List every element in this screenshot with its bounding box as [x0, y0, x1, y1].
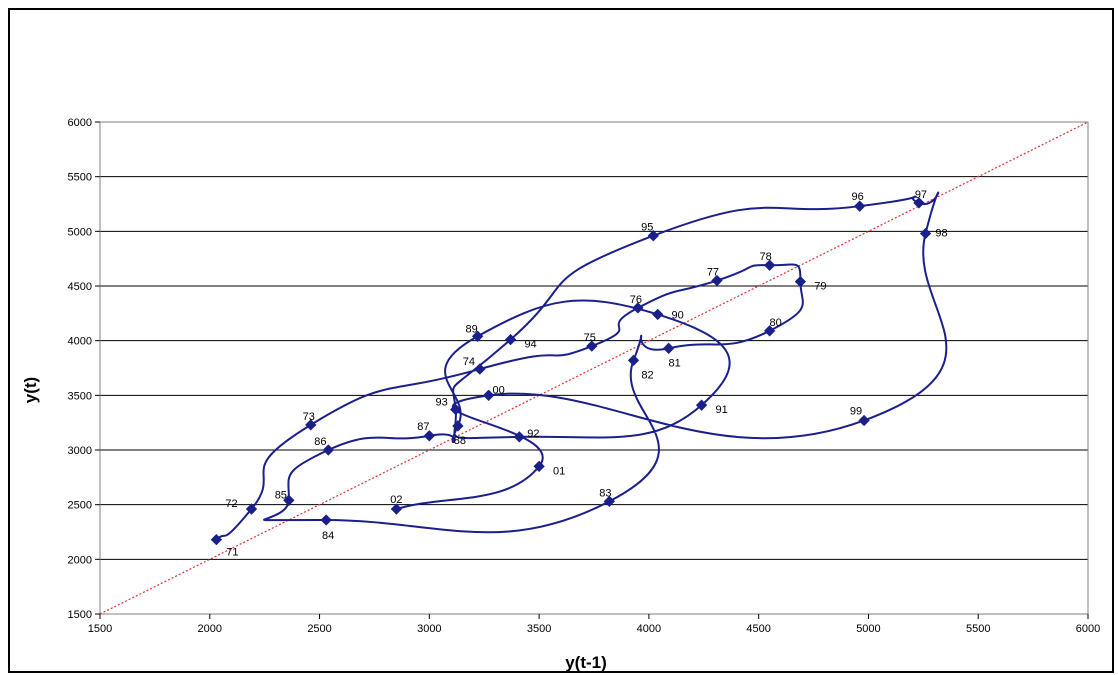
plot-area — [99, 121, 1089, 615]
data-label: 94 — [524, 339, 536, 351]
data-label: 00 — [492, 384, 504, 396]
data-point — [482, 389, 495, 401]
data-label: 79 — [814, 281, 826, 293]
data-point — [450, 403, 462, 416]
y-tick-label: 2000 — [68, 554, 92, 566]
data-point — [474, 363, 486, 375]
data-point — [320, 514, 332, 526]
y-tick-label: 4500 — [68, 281, 92, 293]
data-point — [423, 430, 435, 442]
data-label: 02 — [390, 494, 402, 506]
data-label: 87 — [417, 421, 429, 433]
data-label: 96 — [852, 191, 864, 203]
data-point — [452, 420, 464, 432]
data-label: 74 — [463, 356, 475, 368]
data-label: 01 — [553, 465, 565, 477]
data-point — [603, 495, 616, 508]
x-tick-label: 1500 — [88, 623, 112, 635]
data-label: 84 — [322, 530, 334, 542]
data-label: 82 — [641, 369, 653, 381]
data-point — [763, 259, 776, 271]
data-point — [471, 330, 484, 342]
x-tick-label: 3500 — [527, 623, 551, 635]
data-point — [283, 494, 295, 506]
y-tick-label: 6000 — [68, 117, 92, 129]
data-point — [763, 325, 776, 337]
y-axis-title: y(t) — [21, 377, 40, 403]
data-point — [390, 503, 403, 515]
series-line — [215, 191, 948, 541]
data-label: 72 — [225, 498, 237, 510]
data-label: 73 — [303, 411, 315, 423]
x-tick-label: 6000 — [1076, 623, 1100, 635]
x-tick-label: 4500 — [746, 623, 770, 635]
data-label: 91 — [715, 404, 727, 416]
data-point — [858, 414, 870, 427]
data-point — [504, 333, 517, 346]
data-label: 77 — [707, 267, 719, 279]
data-point — [711, 274, 723, 287]
data-label: 95 — [641, 222, 653, 234]
data-point — [913, 197, 925, 209]
data-label: 92 — [527, 428, 539, 440]
x-tick-label: 4000 — [637, 623, 661, 635]
data-point — [662, 342, 675, 354]
data-label: 88 — [454, 435, 466, 447]
data-point — [695, 399, 708, 411]
data-point — [919, 227, 932, 240]
x-tick-label: 2000 — [198, 623, 222, 635]
y-tick-label: 3500 — [68, 390, 92, 402]
data-label: 75 — [584, 332, 596, 344]
data-label: 76 — [630, 294, 642, 306]
x-tick-label: 3000 — [417, 623, 441, 635]
data-point — [322, 444, 334, 456]
data-label: 81 — [669, 357, 681, 369]
reference-line-layer — [99, 121, 1089, 615]
data-point — [647, 230, 659, 242]
chart-frame: 71 72 73 74 75 76 77 78 79 80 81 82 83 84 85 86 87 88 89 90… — [8, 8, 1114, 673]
x-tick-label: 2500 — [307, 623, 331, 635]
data-label: 89 — [466, 323, 478, 335]
data-point — [513, 431, 526, 443]
data-point — [854, 200, 866, 212]
data-label: 98 — [935, 228, 947, 240]
x-tick-label: 5500 — [966, 623, 990, 635]
data-label: 90 — [672, 309, 684, 321]
data-point — [305, 419, 317, 431]
data-label: 85 — [275, 489, 287, 501]
y-tick-label: 1500 — [68, 609, 92, 621]
reference-line — [99, 121, 1089, 615]
data-label: 93 — [436, 397, 448, 409]
data-point — [533, 460, 545, 473]
data-label: 71 — [226, 547, 238, 559]
data-point — [210, 533, 223, 546]
y-tick-label: 5000 — [68, 226, 92, 238]
axis-layer: 1500 2000 2500 3000 3500 4000 4500 5000 5500 6000… — [68, 117, 1101, 635]
chart-svg: 71 72 73 74 75 76 77 78 79 80 81 82 83 84 85 86 87 88 89 90… — [21, 117, 1101, 671]
data-point — [794, 275, 807, 288]
data-label: 99 — [850, 405, 862, 417]
data-point — [652, 308, 664, 321]
y-tick-label: 5500 — [68, 172, 92, 184]
data-label: 78 — [760, 251, 772, 263]
x-axis-title: y(t-1) — [565, 653, 607, 671]
y-tick-label: 3000 — [68, 445, 92, 457]
y-tick-label: 2500 — [68, 500, 92, 512]
data-label: 80 — [770, 317, 782, 329]
y-tick-label: 4000 — [68, 336, 92, 348]
data-point — [245, 503, 258, 515]
data-label: 97 — [915, 189, 927, 201]
data-label: 86 — [314, 436, 326, 448]
data-label: 83 — [599, 487, 611, 499]
data-point — [627, 354, 640, 367]
data-point — [632, 302, 644, 314]
data-point — [586, 340, 598, 352]
x-tick-label: 5000 — [856, 623, 880, 635]
series-layer: 71 72 73 74 75 76 77 78 79 80 81 82 83 84 85 86 87 88 89 90… — [210, 189, 948, 559]
